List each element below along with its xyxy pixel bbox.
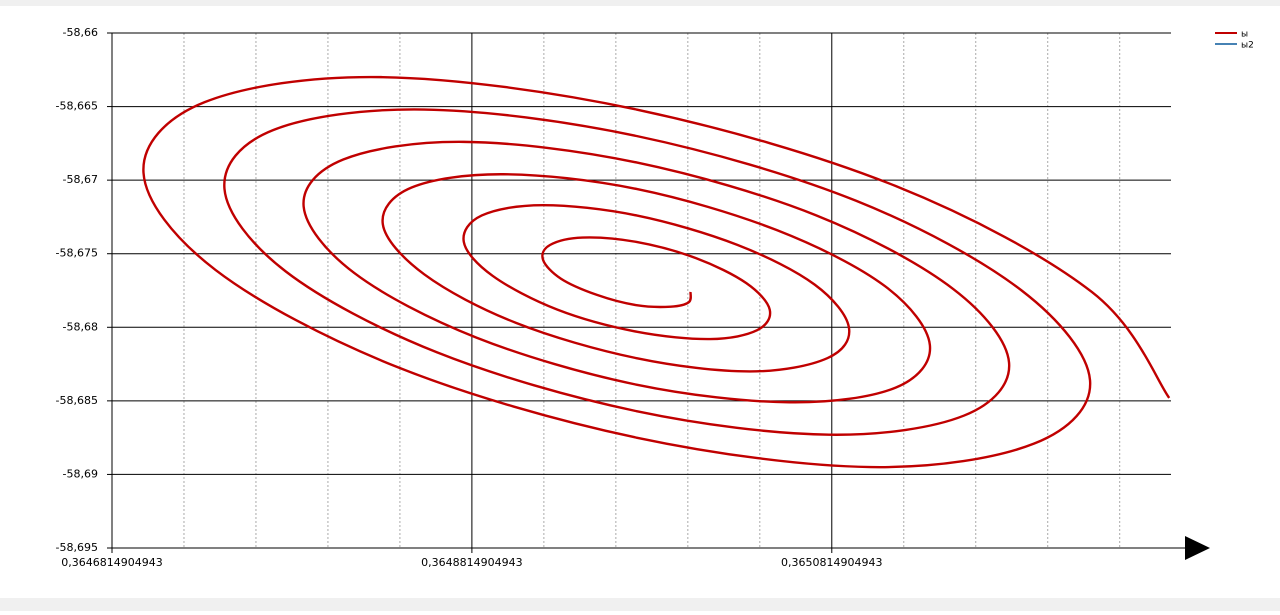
tick-labels: 0,3646814904943 0,3648814904943 0,36508149… (56, 26, 883, 569)
y-tick-label: -58,675 (56, 247, 98, 260)
y-tick-label: -58,685 (56, 394, 98, 407)
top-band (0, 0, 1280, 6)
legend: ыы2 (1215, 30, 1254, 51)
legend-label: ы2 (1241, 41, 1254, 51)
y-tick-label: -58,68 (63, 320, 98, 333)
legend-label: ы (1241, 30, 1248, 40)
series-line (142, 75, 1171, 469)
y-tick-label: -58,665 (56, 100, 98, 113)
x-axis-arrow (1185, 536, 1210, 560)
y-tick-label: -58,69 (63, 467, 98, 480)
y-tick-label: -58,67 (63, 173, 98, 186)
x-tick-label: 0,3650814904943 (781, 556, 882, 569)
plot-area (142, 75, 1171, 469)
x-tick-label: 0,3648814904943 (421, 556, 522, 569)
y-tick-label: -58,66 (63, 26, 98, 39)
bottom-band (0, 598, 1280, 611)
x-tick-label: 0,3646814904943 (61, 556, 162, 569)
y-tick-label: -58,695 (56, 541, 98, 554)
